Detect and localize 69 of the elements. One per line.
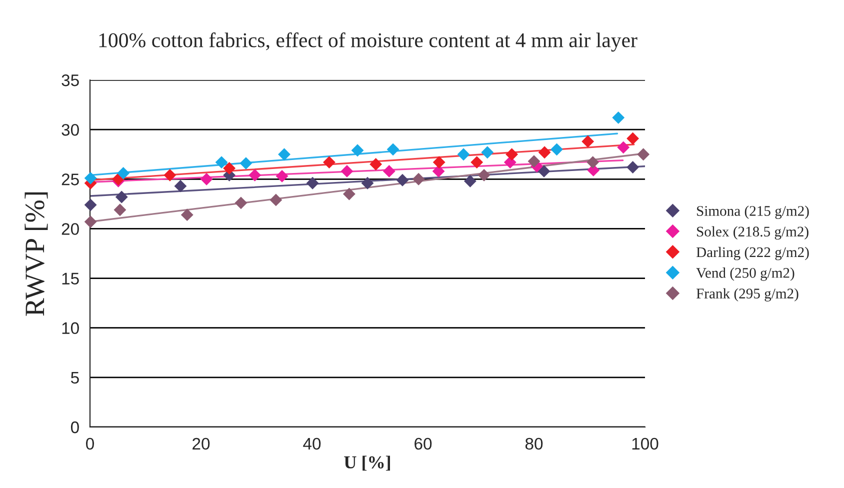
point: [117, 166, 130, 180]
x-tick-label: 60: [414, 438, 432, 450]
point: [370, 158, 382, 170]
point: [200, 172, 213, 186]
y-tick-label: 5: [70, 372, 79, 384]
point: [626, 161, 639, 174]
y-axis-title: RWVP [%]: [24, 192, 48, 316]
point: [612, 111, 625, 124]
point: [361, 176, 374, 190]
legend-label: Vend (250 g/m2): [696, 268, 794, 281]
legend-label: Simona (215 g/m2): [697, 206, 809, 219]
x-tick-label: 80: [525, 438, 543, 450]
point: [278, 148, 290, 161]
point: [626, 132, 639, 145]
point: [637, 148, 650, 161]
point: [84, 172, 97, 184]
chart-title: 100% cotton fabrics, effect of moisture content at 4 mm air layer: [99, 32, 638, 52]
point: [114, 204, 126, 216]
point: [457, 148, 470, 161]
point: [470, 156, 484, 168]
point: [270, 194, 282, 206]
point: [538, 165, 550, 178]
point: [528, 155, 540, 168]
point: [322, 156, 336, 168]
point: [617, 141, 630, 154]
point: [464, 174, 476, 188]
x-tick-label: 40: [303, 438, 321, 450]
point: [351, 144, 364, 157]
point: [234, 196, 248, 210]
legend-label: Darling (222 g/m2): [696, 246, 809, 260]
point: [276, 170, 288, 182]
point: [240, 157, 252, 170]
point: [248, 168, 262, 182]
point: [412, 172, 425, 186]
x-tick-label: 20: [192, 438, 210, 450]
y-tick-label: 15: [62, 272, 79, 284]
point: [432, 156, 446, 168]
point: [382, 165, 396, 178]
point: [342, 188, 356, 200]
point: [84, 198, 97, 212]
point: [115, 190, 128, 204]
legend-label: Frank (295 g/m2): [696, 288, 798, 302]
y-tick-label: 10: [62, 322, 79, 334]
point: [340, 165, 354, 178]
point: [481, 146, 494, 159]
x-axis-title: U [%]: [344, 456, 390, 471]
point: [582, 135, 594, 148]
legend-label: Solex (218.5 g/m2): [697, 226, 808, 240]
point: [164, 168, 176, 182]
point: [586, 156, 600, 168]
point: [478, 168, 490, 182]
point: [306, 176, 319, 190]
y-tick-label: 25: [62, 174, 79, 186]
y-tick-label: 0: [70, 421, 79, 434]
x-tick-label: 0: [86, 438, 94, 450]
y-tick-label: 35: [62, 74, 79, 86]
x-tick-label: 100: [632, 438, 658, 450]
point: [84, 216, 97, 228]
point: [396, 174, 409, 186]
point: [174, 180, 187, 192]
point: [386, 143, 400, 156]
point: [215, 156, 228, 168]
point: [180, 208, 194, 222]
y-tick-label: 20: [62, 223, 79, 235]
point: [538, 146, 551, 159]
y-tick-label: 30: [62, 124, 79, 136]
point: [223, 162, 236, 174]
point: [506, 148, 518, 161]
point: [550, 143, 563, 156]
